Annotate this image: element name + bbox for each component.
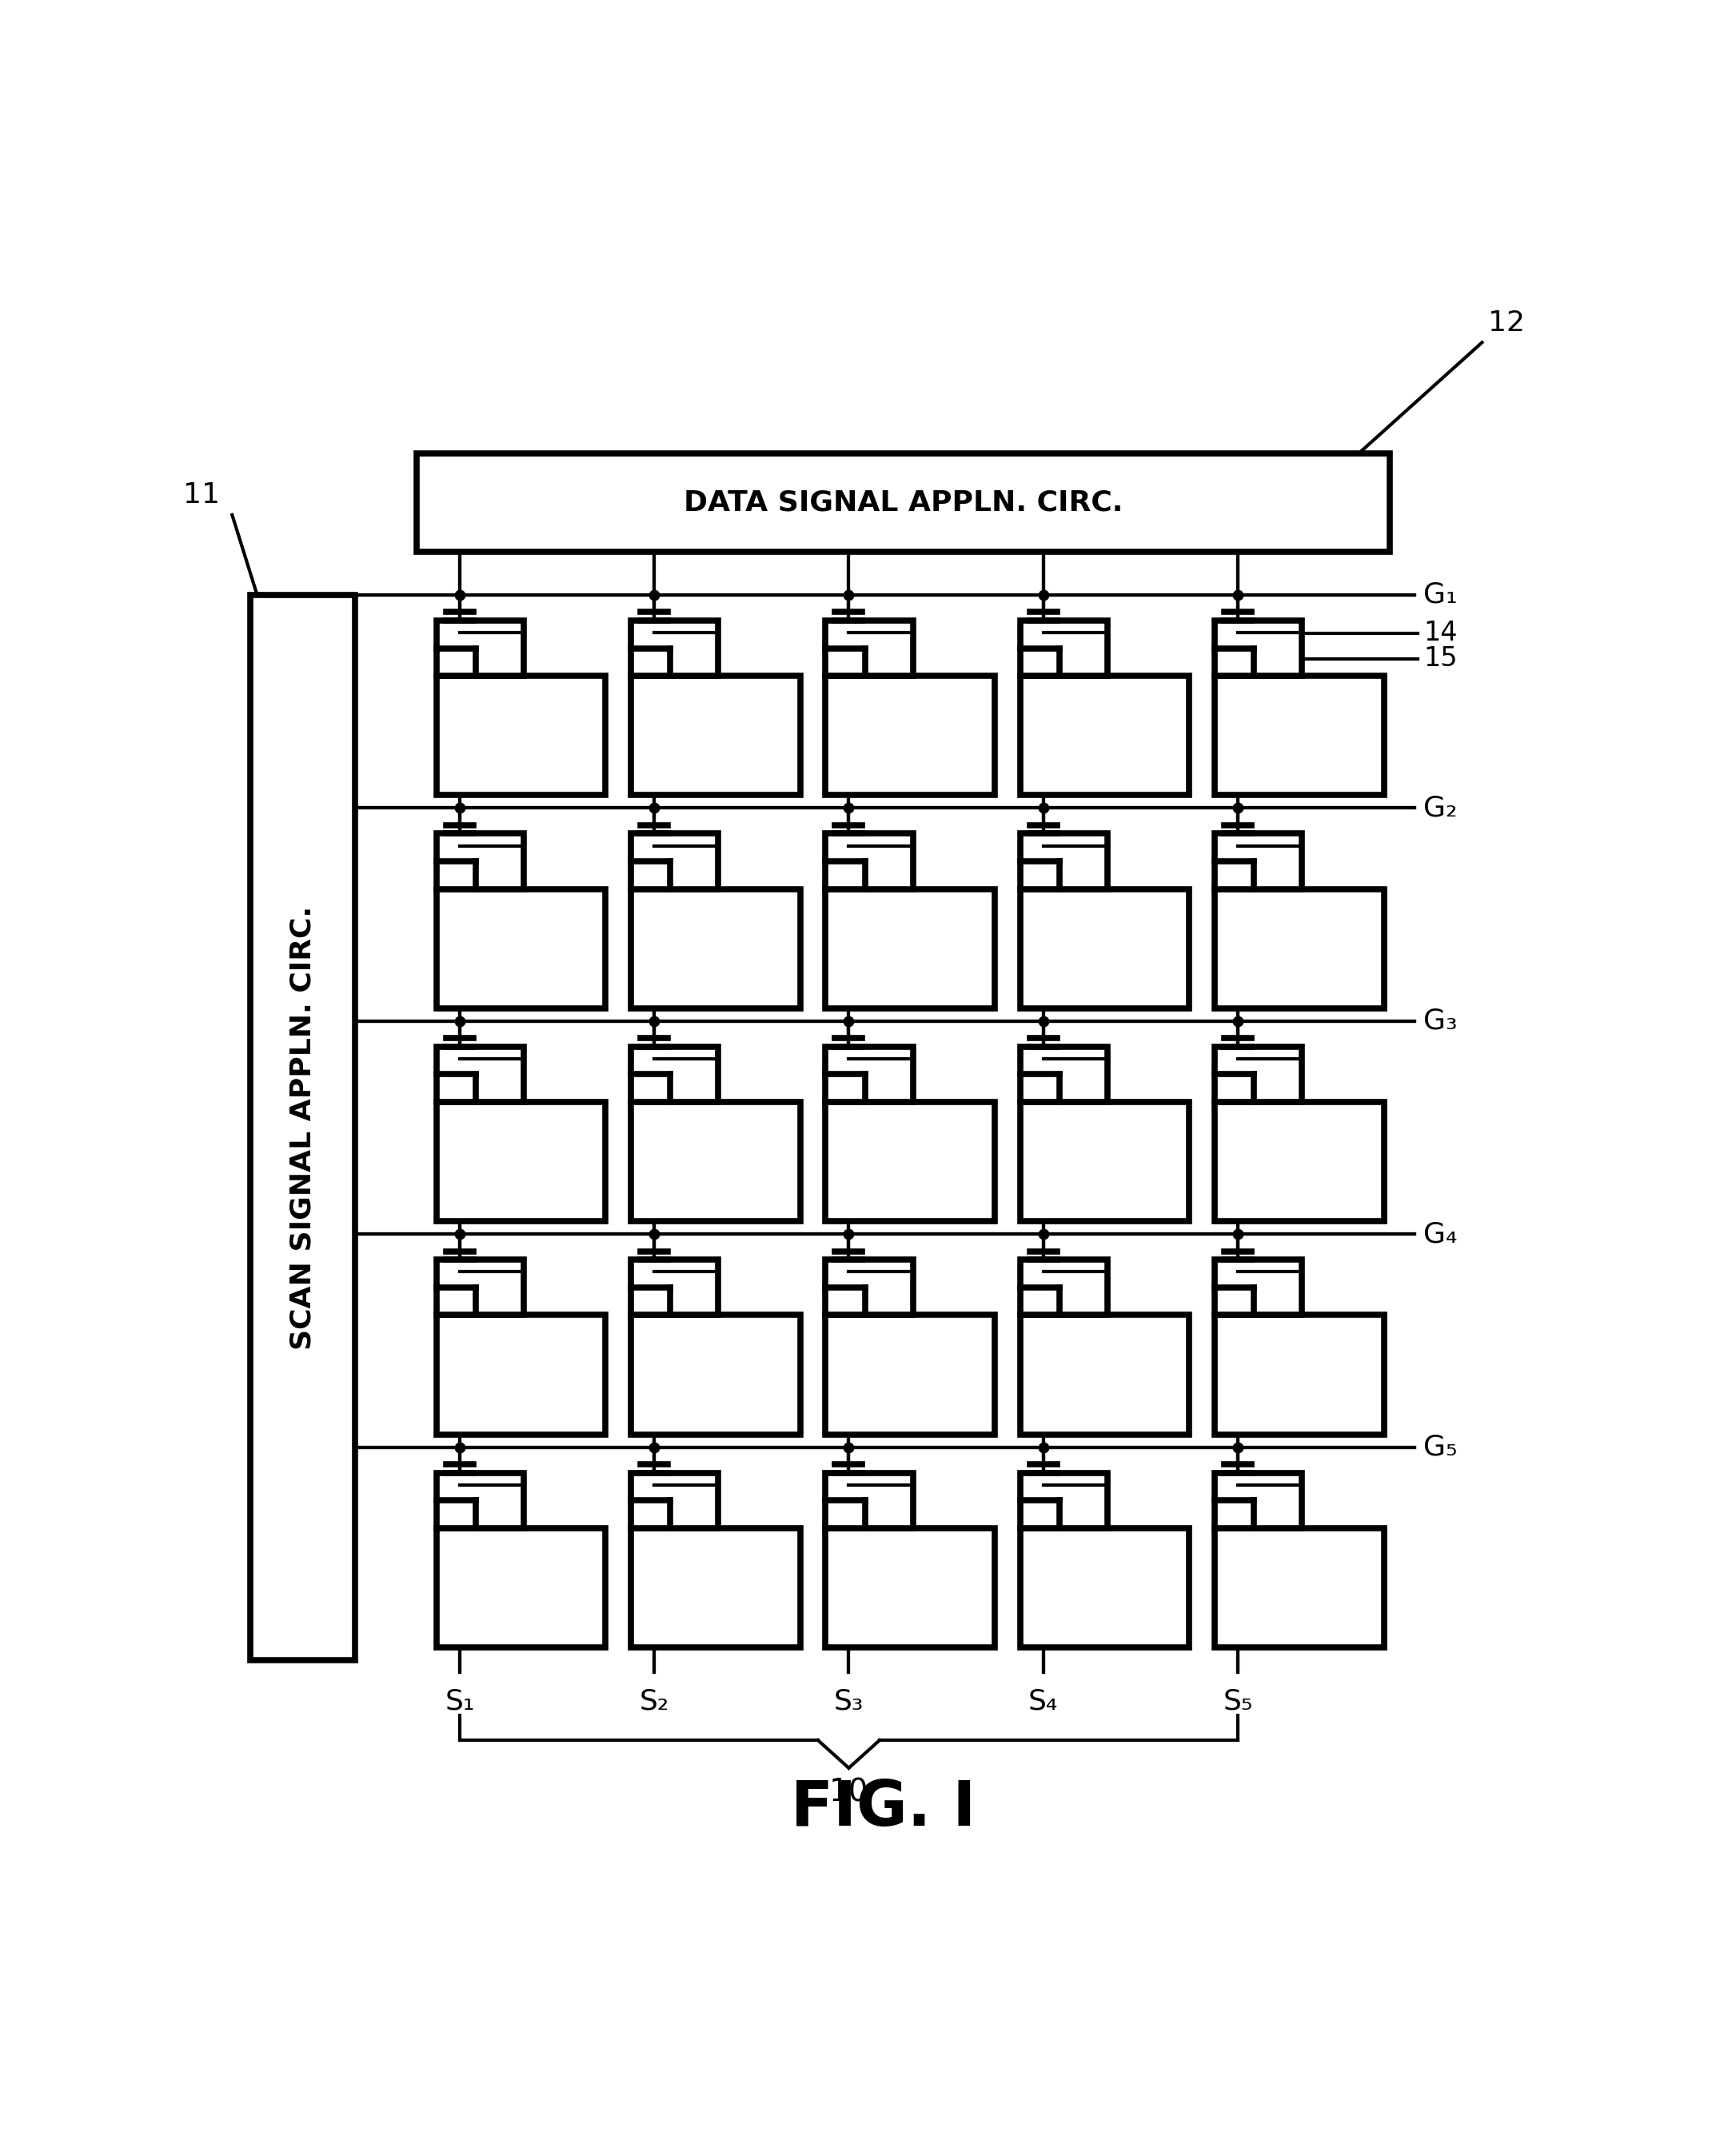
Bar	[631, 1529, 800, 1647]
Bar	[436, 1473, 524, 1529]
Bar	[1021, 834, 1107, 888]
Bar	[1021, 675, 1190, 796]
Bar	[826, 1102, 995, 1220]
Bar	[1214, 1473, 1302, 1529]
Text: 10: 10	[829, 1777, 869, 1807]
Text: S₁: S₁	[445, 1688, 474, 1716]
Text: S₂: S₂	[640, 1688, 669, 1716]
Bar	[1021, 1102, 1190, 1220]
Bar	[826, 621, 914, 675]
Bar	[631, 1473, 719, 1529]
Bar	[436, 1102, 605, 1220]
Bar	[436, 675, 605, 796]
Text: G₂: G₂	[1424, 793, 1457, 821]
Bar	[631, 621, 719, 675]
Text: S₃: S₃	[834, 1688, 864, 1716]
Bar	[1021, 621, 1107, 675]
Bar	[1214, 621, 1302, 675]
Text: S₅: S₅	[1222, 1688, 1253, 1716]
Bar	[1214, 834, 1302, 888]
Text: G₄: G₄	[1424, 1220, 1457, 1248]
Bar	[826, 1046, 914, 1102]
Bar	[436, 621, 524, 675]
Text: 15: 15	[1424, 645, 1457, 673]
Bar	[631, 1315, 800, 1434]
Text: S₄: S₄	[1029, 1688, 1059, 1716]
Bar	[826, 1473, 914, 1529]
Bar	[1214, 675, 1384, 796]
Bar	[436, 1046, 524, 1102]
Bar	[1021, 1529, 1190, 1647]
Bar	[826, 1529, 995, 1647]
Bar	[631, 834, 719, 888]
Text: 11: 11	[183, 481, 221, 509]
Bar	[436, 1259, 524, 1315]
Bar	[436, 1315, 605, 1434]
Bar	[631, 888, 800, 1009]
Bar	[826, 1315, 995, 1434]
Bar	[436, 1529, 605, 1647]
Bar	[436, 888, 605, 1009]
Bar	[1214, 1102, 1384, 1220]
Bar	[1021, 1046, 1107, 1102]
Bar	[1214, 1529, 1384, 1647]
Bar	[631, 1102, 800, 1220]
Text: 12: 12	[1488, 308, 1526, 336]
Bar	[1021, 1315, 1190, 1434]
Bar	[631, 675, 800, 796]
Bar	[826, 834, 914, 888]
Text: DATA SIGNAL APPLN. CIRC.: DATA SIGNAL APPLN. CIRC.	[684, 489, 1122, 515]
Text: 14: 14	[1424, 621, 1457, 647]
Bar	[436, 834, 524, 888]
Text: G₅: G₅	[1424, 1434, 1457, 1462]
Bar	[826, 675, 995, 796]
Bar	[1214, 1315, 1384, 1434]
Bar	[1214, 1046, 1302, 1102]
Text: FIG. I: FIG. I	[791, 1777, 976, 1839]
Bar	[1214, 1259, 1302, 1315]
Bar	[250, 595, 355, 1660]
Bar	[1021, 1259, 1107, 1315]
Bar	[631, 1259, 719, 1315]
Bar	[631, 1046, 719, 1102]
Text: G₃: G₃	[1424, 1007, 1457, 1035]
Bar	[1021, 1473, 1107, 1529]
Bar	[826, 1259, 914, 1315]
Bar	[417, 453, 1390, 552]
Text: SCAN SIGNAL APPLN. CIRC.: SCAN SIGNAL APPLN. CIRC.	[290, 906, 317, 1350]
Text: G₁: G₁	[1424, 582, 1457, 608]
Bar	[826, 888, 995, 1009]
Bar	[1214, 888, 1384, 1009]
Bar	[1021, 888, 1190, 1009]
